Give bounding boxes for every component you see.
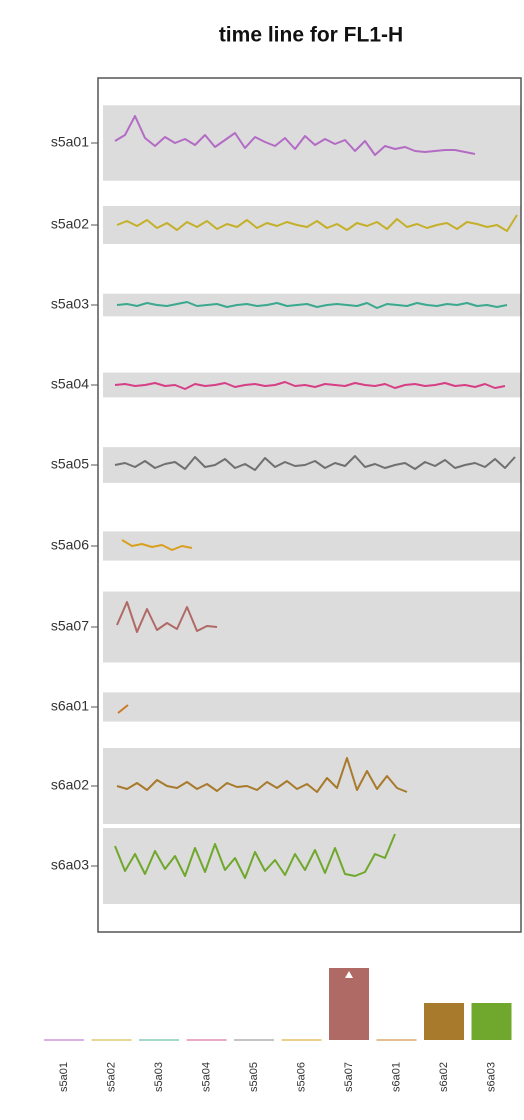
bar	[329, 968, 369, 1040]
y-tick-label: s6a01	[51, 698, 89, 714]
series-line	[121, 539, 193, 551]
series-line	[116, 757, 408, 793]
row-band	[103, 692, 521, 722]
bar	[44, 1039, 84, 1041]
series-line	[114, 833, 396, 879]
series-line	[114, 455, 516, 471]
series-line	[116, 301, 508, 309]
bar	[376, 1039, 417, 1041]
series-line	[117, 704, 129, 714]
bar	[281, 1039, 322, 1041]
row-band	[103, 828, 521, 904]
bar	[234, 1039, 274, 1041]
bar	[424, 1003, 464, 1040]
x-tick-label: s6a02	[438, 1062, 450, 1092]
x-tick-label: s5a07	[343, 1062, 355, 1092]
y-tick-label: s6a03	[51, 857, 89, 873]
bar	[139, 1039, 179, 1041]
y-tick-label: s5a03	[51, 296, 89, 312]
plot-frame	[97, 77, 522, 933]
x-tick-label: s6a03	[485, 1062, 497, 1092]
bar-marker	[345, 971, 353, 978]
y-tick-label: s6a02	[51, 777, 89, 793]
row-band	[103, 447, 521, 483]
x-tick-label: s5a01	[58, 1062, 70, 1092]
x-tick-label: s5a02	[105, 1062, 117, 1092]
y-tick-label: s5a07	[51, 618, 89, 634]
x-tick-label: s5a03	[153, 1062, 165, 1092]
x-tick-label: s6a01	[390, 1062, 402, 1092]
x-tick-label: s5a04	[200, 1062, 212, 1092]
bar	[91, 1039, 132, 1041]
x-tick-label: s5a06	[295, 1062, 307, 1092]
y-tick-label: s5a06	[51, 537, 89, 553]
bar	[471, 1003, 512, 1040]
chart-title: time line for FL1-H	[219, 24, 403, 47]
y-tick-label: s5a02	[51, 216, 89, 232]
row-band	[103, 591, 521, 663]
row-band	[103, 531, 521, 561]
bar	[186, 1039, 227, 1041]
series-line	[116, 214, 518, 232]
y-tick-label: s5a05	[51, 456, 89, 472]
series-line	[114, 381, 506, 390]
series-line	[114, 115, 476, 156]
x-tick-label: s5a05	[248, 1062, 260, 1092]
series-line	[116, 601, 218, 633]
row-band	[103, 748, 521, 824]
y-tick-label: s5a04	[51, 376, 89, 392]
y-tick-label: s5a01	[51, 134, 89, 150]
